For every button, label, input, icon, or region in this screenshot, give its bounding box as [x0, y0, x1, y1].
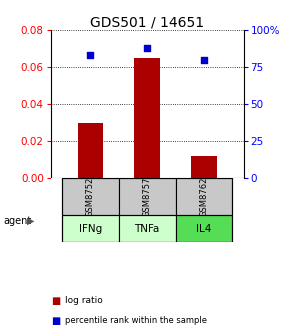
Bar [62, 215, 119, 242]
Text: GSM8762: GSM8762 [200, 177, 209, 217]
Bar [119, 215, 175, 242]
Bar [175, 215, 232, 242]
Text: GSM8752: GSM8752 [86, 177, 95, 217]
Text: ▶: ▶ [27, 216, 34, 226]
Point [145, 45, 150, 51]
Title: GDS501 / 14651: GDS501 / 14651 [90, 15, 204, 29]
Text: IFNg: IFNg [79, 224, 102, 234]
Text: ■: ■ [51, 316, 60, 326]
Bar [134, 58, 160, 178]
Text: agent: agent [3, 216, 31, 226]
Bar [62, 178, 119, 215]
Text: TNFa: TNFa [135, 224, 160, 234]
Bar [62, 178, 232, 215]
Bar [62, 215, 232, 242]
Point [202, 57, 206, 62]
Bar [78, 123, 103, 178]
Bar [119, 178, 175, 215]
Text: IL4: IL4 [196, 224, 212, 234]
Text: percentile rank within the sample: percentile rank within the sample [65, 317, 207, 325]
Text: log ratio: log ratio [65, 296, 103, 305]
Text: ■: ■ [51, 296, 60, 306]
Text: GSM8757: GSM8757 [143, 177, 152, 217]
Point [88, 53, 93, 58]
Bar [191, 156, 217, 178]
Bar [175, 178, 232, 215]
